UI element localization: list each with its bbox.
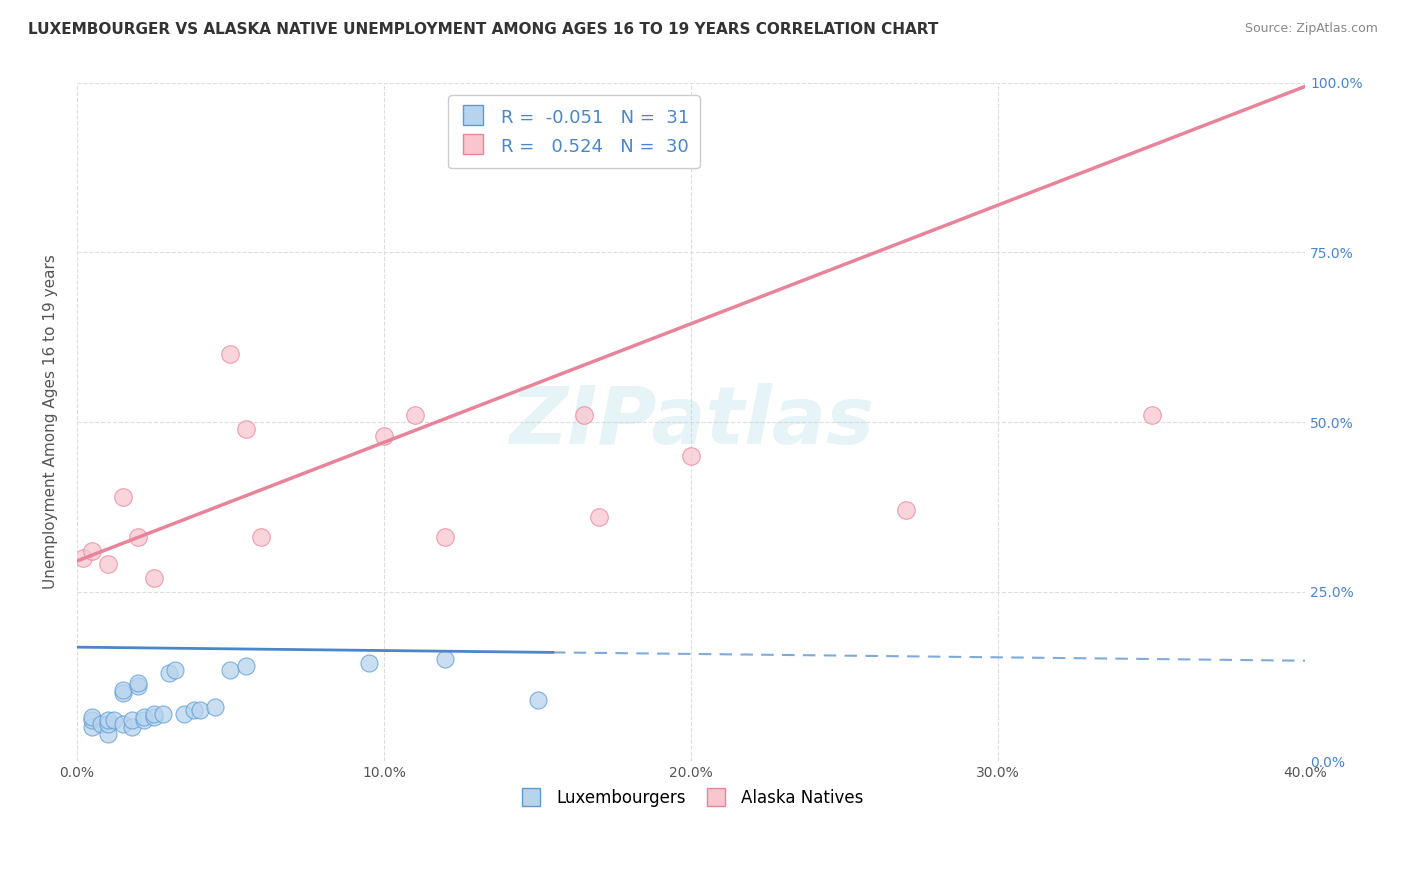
Point xyxy=(526,693,548,707)
Point xyxy=(235,659,257,673)
Text: ZIPatlas: ZIPatlas xyxy=(509,383,873,461)
Point xyxy=(82,710,104,724)
Point xyxy=(111,490,134,504)
Point xyxy=(103,714,125,728)
Point xyxy=(173,706,195,721)
Text: LUXEMBOURGER VS ALASKA NATIVE UNEMPLOYMENT AMONG AGES 16 TO 19 YEARS CORRELATION: LUXEMBOURGER VS ALASKA NATIVE UNEMPLOYME… xyxy=(28,22,938,37)
Point xyxy=(157,665,180,680)
Point xyxy=(588,510,610,524)
Point xyxy=(97,727,120,741)
Point xyxy=(183,703,205,717)
Text: Source: ZipAtlas.com: Source: ZipAtlas.com xyxy=(1244,22,1378,36)
Point xyxy=(434,652,457,666)
Point xyxy=(97,714,120,728)
Point xyxy=(72,550,94,565)
Point xyxy=(111,682,134,697)
Point xyxy=(204,699,226,714)
Point xyxy=(134,710,156,724)
Point xyxy=(82,720,104,734)
Point xyxy=(127,676,149,690)
Point xyxy=(97,558,120,572)
Point xyxy=(82,714,104,728)
Point xyxy=(165,663,187,677)
Point xyxy=(111,686,134,700)
Point xyxy=(127,680,149,694)
Point xyxy=(142,710,165,724)
Point xyxy=(142,571,165,585)
Point xyxy=(97,716,120,731)
Point xyxy=(121,720,143,734)
Point xyxy=(121,714,143,728)
Point xyxy=(152,706,174,721)
Point xyxy=(127,530,149,544)
Point xyxy=(357,656,380,670)
Point xyxy=(572,409,595,423)
Point xyxy=(404,409,426,423)
Point xyxy=(1140,409,1163,423)
Point xyxy=(90,716,112,731)
Point xyxy=(219,663,242,677)
Point xyxy=(894,503,917,517)
Point xyxy=(82,544,104,558)
Point xyxy=(681,449,703,463)
Point xyxy=(373,428,395,442)
Legend: Luxembourgers, Alaska Natives: Luxembourgers, Alaska Natives xyxy=(512,782,870,814)
Point xyxy=(142,706,165,721)
Point xyxy=(111,716,134,731)
Point xyxy=(250,530,273,544)
Point xyxy=(434,530,457,544)
Point xyxy=(219,347,242,361)
Y-axis label: Unemployment Among Ages 16 to 19 years: Unemployment Among Ages 16 to 19 years xyxy=(44,254,58,590)
Point xyxy=(134,714,156,728)
Point xyxy=(235,422,257,436)
Point xyxy=(188,703,211,717)
